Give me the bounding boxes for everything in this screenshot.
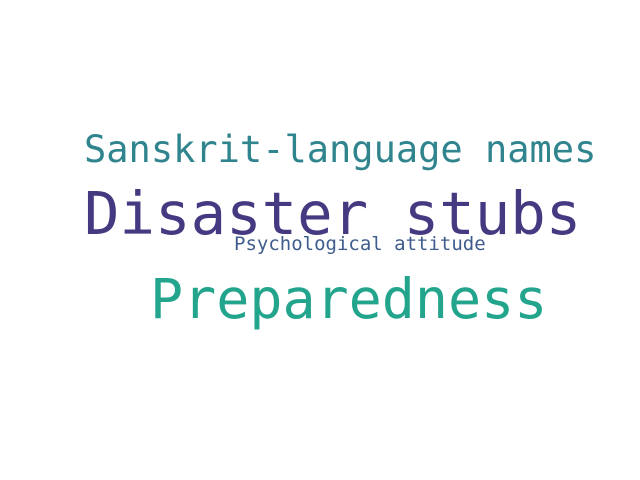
word-preparedness: Preparedness <box>150 267 548 331</box>
word-disaster-stubs: Disaster stubs <box>84 179 582 248</box>
word-sanskrit-language-names: Sanskrit-language names <box>84 128 597 171</box>
word-psychological-attitude: Psychological attitude <box>234 233 486 255</box>
